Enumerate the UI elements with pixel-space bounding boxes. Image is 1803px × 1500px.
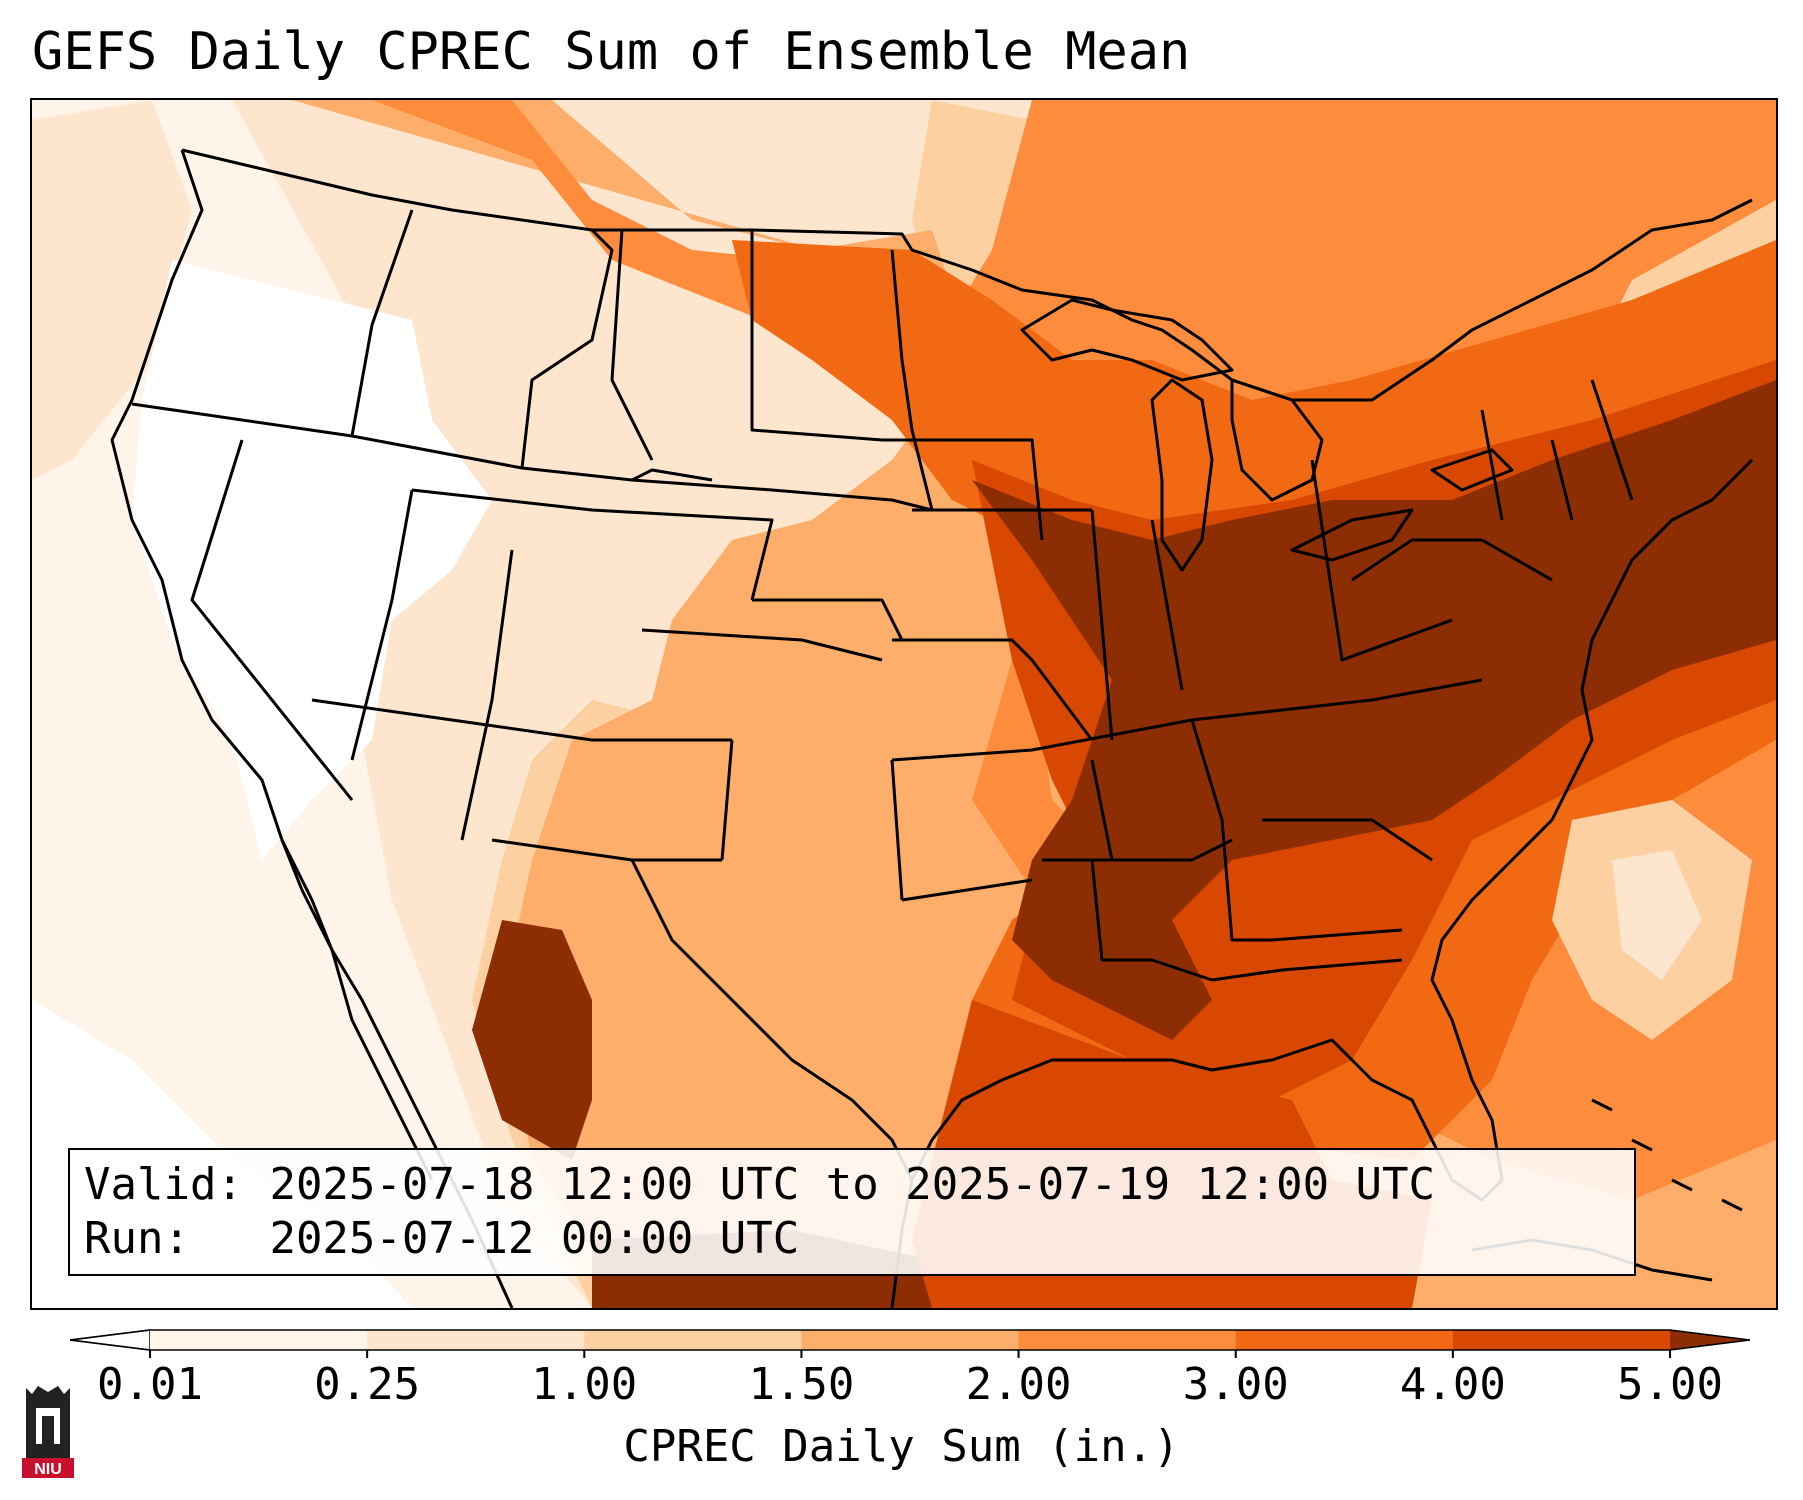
colorbar-segment [1452, 1330, 1671, 1350]
precip-field-500-mexico [472, 920, 592, 1160]
colorbar-label: CPREC Daily Sum (in.) [623, 1421, 1180, 1472]
precip-fields [32, 100, 1776, 1308]
precip-field-500-core [972, 380, 1776, 1040]
colorbar-segment [801, 1330, 1020, 1350]
page-title: GEFS Daily CPREC Sum of Ensemble Mean [32, 22, 1191, 82]
precip-map [32, 100, 1776, 1308]
colorbar-tick-label: 0.01 [97, 1359, 203, 1410]
colorbar-segment [1235, 1330, 1454, 1350]
niu-logo-door [42, 1416, 54, 1444]
colorbar [70, 1329, 1750, 1358]
lake-erie [1290, 508, 1414, 562]
lake-superior [1020, 298, 1234, 382]
colorbar-tick-label: 5.00 [1617, 1359, 1723, 1410]
lake-michigan [1150, 378, 1214, 572]
coastline-west [110, 149, 514, 1308]
colorbar-extend-min [70, 1329, 151, 1351]
colorbar-tick-label: 3.00 [1182, 1359, 1289, 1410]
valid-row: Valid: 2025-07-18 12:00 UTC to 2025-07-1… [84, 1158, 1620, 1212]
colorbar-tick-label: 4.00 [1399, 1359, 1506, 1410]
map-frame: Valid: 2025-07-18 12:00 UTC to 2025-07-1… [30, 98, 1778, 1310]
colorbar-tick-label: 2.00 [965, 1359, 1072, 1410]
coastline-baja [280, 839, 434, 1181]
niu-logo-text: NIU [34, 1461, 62, 1478]
precip-field-light-west [32, 100, 192, 480]
info-box: Valid: 2025-07-18 12:00 UTC to 2025-07-1… [68, 1148, 1636, 1276]
colorbar-segment [584, 1330, 802, 1350]
colorbar-tick-label: 1.50 [748, 1359, 855, 1410]
valid-value: 2025-07-18 12:00 UTC to 2025-07-19 12:00… [269, 1159, 1436, 1210]
lake-ontario [1430, 448, 1514, 492]
state-lines [131, 209, 1634, 982]
precip-field-white-offshore [1612, 850, 1702, 980]
colorbar-segment [367, 1330, 585, 1350]
niu-logo: NIU [22, 1386, 74, 1478]
colorbar-tick-label: 1.00 [531, 1359, 638, 1410]
run-value: 2025-07-12 00:00 UTC [269, 1213, 800, 1264]
colorbar-tick-label: 0.25 [314, 1359, 421, 1410]
lake-huron [1230, 378, 1324, 502]
coastline-bahamas [1591, 1098, 1743, 1212]
border-us-canada [181, 148, 1753, 402]
colorbar-segment [150, 1330, 368, 1350]
run-row: Run: 2025-07-12 00:00 UTC [84, 1212, 1620, 1266]
niu-logo-banner [22, 1458, 74, 1478]
colorbar-segment [1018, 1330, 1237, 1350]
run-label: Run: [84, 1213, 190, 1264]
precip-field-white-west [132, 260, 492, 860]
valid-label: Valid: [84, 1159, 243, 1210]
colorbar-extend-max [1670, 1330, 1750, 1350]
